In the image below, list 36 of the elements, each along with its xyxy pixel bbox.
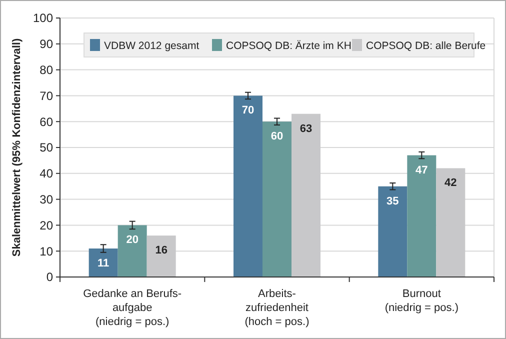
- x-tick-label: Burnout (niedrig = pos.): [384, 288, 459, 314]
- legend-label: COPSOQ DB: alle Berufe: [366, 40, 486, 52]
- y-axis-title: Skalenmittelwert (95% Konfidenzintervall): [11, 38, 23, 257]
- y-tick-label: 80: [40, 63, 54, 77]
- bar: [146, 236, 176, 277]
- data-label: 70: [242, 104, 254, 117]
- bar: [234, 96, 262, 277]
- data-label: 63: [300, 122, 312, 135]
- data-label: 20: [126, 234, 138, 246]
- bar: [378, 186, 408, 277]
- y-tick-label: 10: [40, 244, 54, 258]
- y-tick-label: 50: [40, 140, 54, 155]
- y-tick-label: 90: [40, 37, 54, 52]
- y-tick-label: 0: [46, 270, 54, 284]
- y-tick-label: 100: [32, 11, 54, 26]
- y-tick-label: 30: [40, 192, 54, 206]
- data-label: 11: [98, 258, 110, 270]
- y-tick-label: 40: [40, 166, 54, 181]
- bar: [407, 155, 436, 277]
- bar: [436, 168, 466, 277]
- y-tick-label: 60: [40, 114, 54, 129]
- data-label: 60: [270, 130, 284, 143]
- bar: [88, 248, 118, 277]
- y-tick-label: 70: [40, 88, 54, 103]
- bar: [118, 225, 147, 277]
- legend-label: COPSOQ DB: Ärzte im KH: [226, 40, 352, 52]
- data-label: 16: [155, 244, 168, 257]
- legend-label: VDBW 2012 gesamt: [104, 40, 200, 52]
- data-label: 47: [416, 164, 428, 176]
- bar: [262, 122, 292, 277]
- x-tick-label: Gedanke an Berufs- aufgabe (niedrig = pos.): [83, 288, 182, 328]
- data-label: 42: [444, 177, 457, 190]
- x-tick-label: Arbeits- zufriedenheit (hoch = pos.): [244, 288, 310, 328]
- data-label: 35: [386, 195, 399, 208]
- bar: [292, 114, 320, 277]
- y-tick-label: 20: [40, 218, 54, 232]
